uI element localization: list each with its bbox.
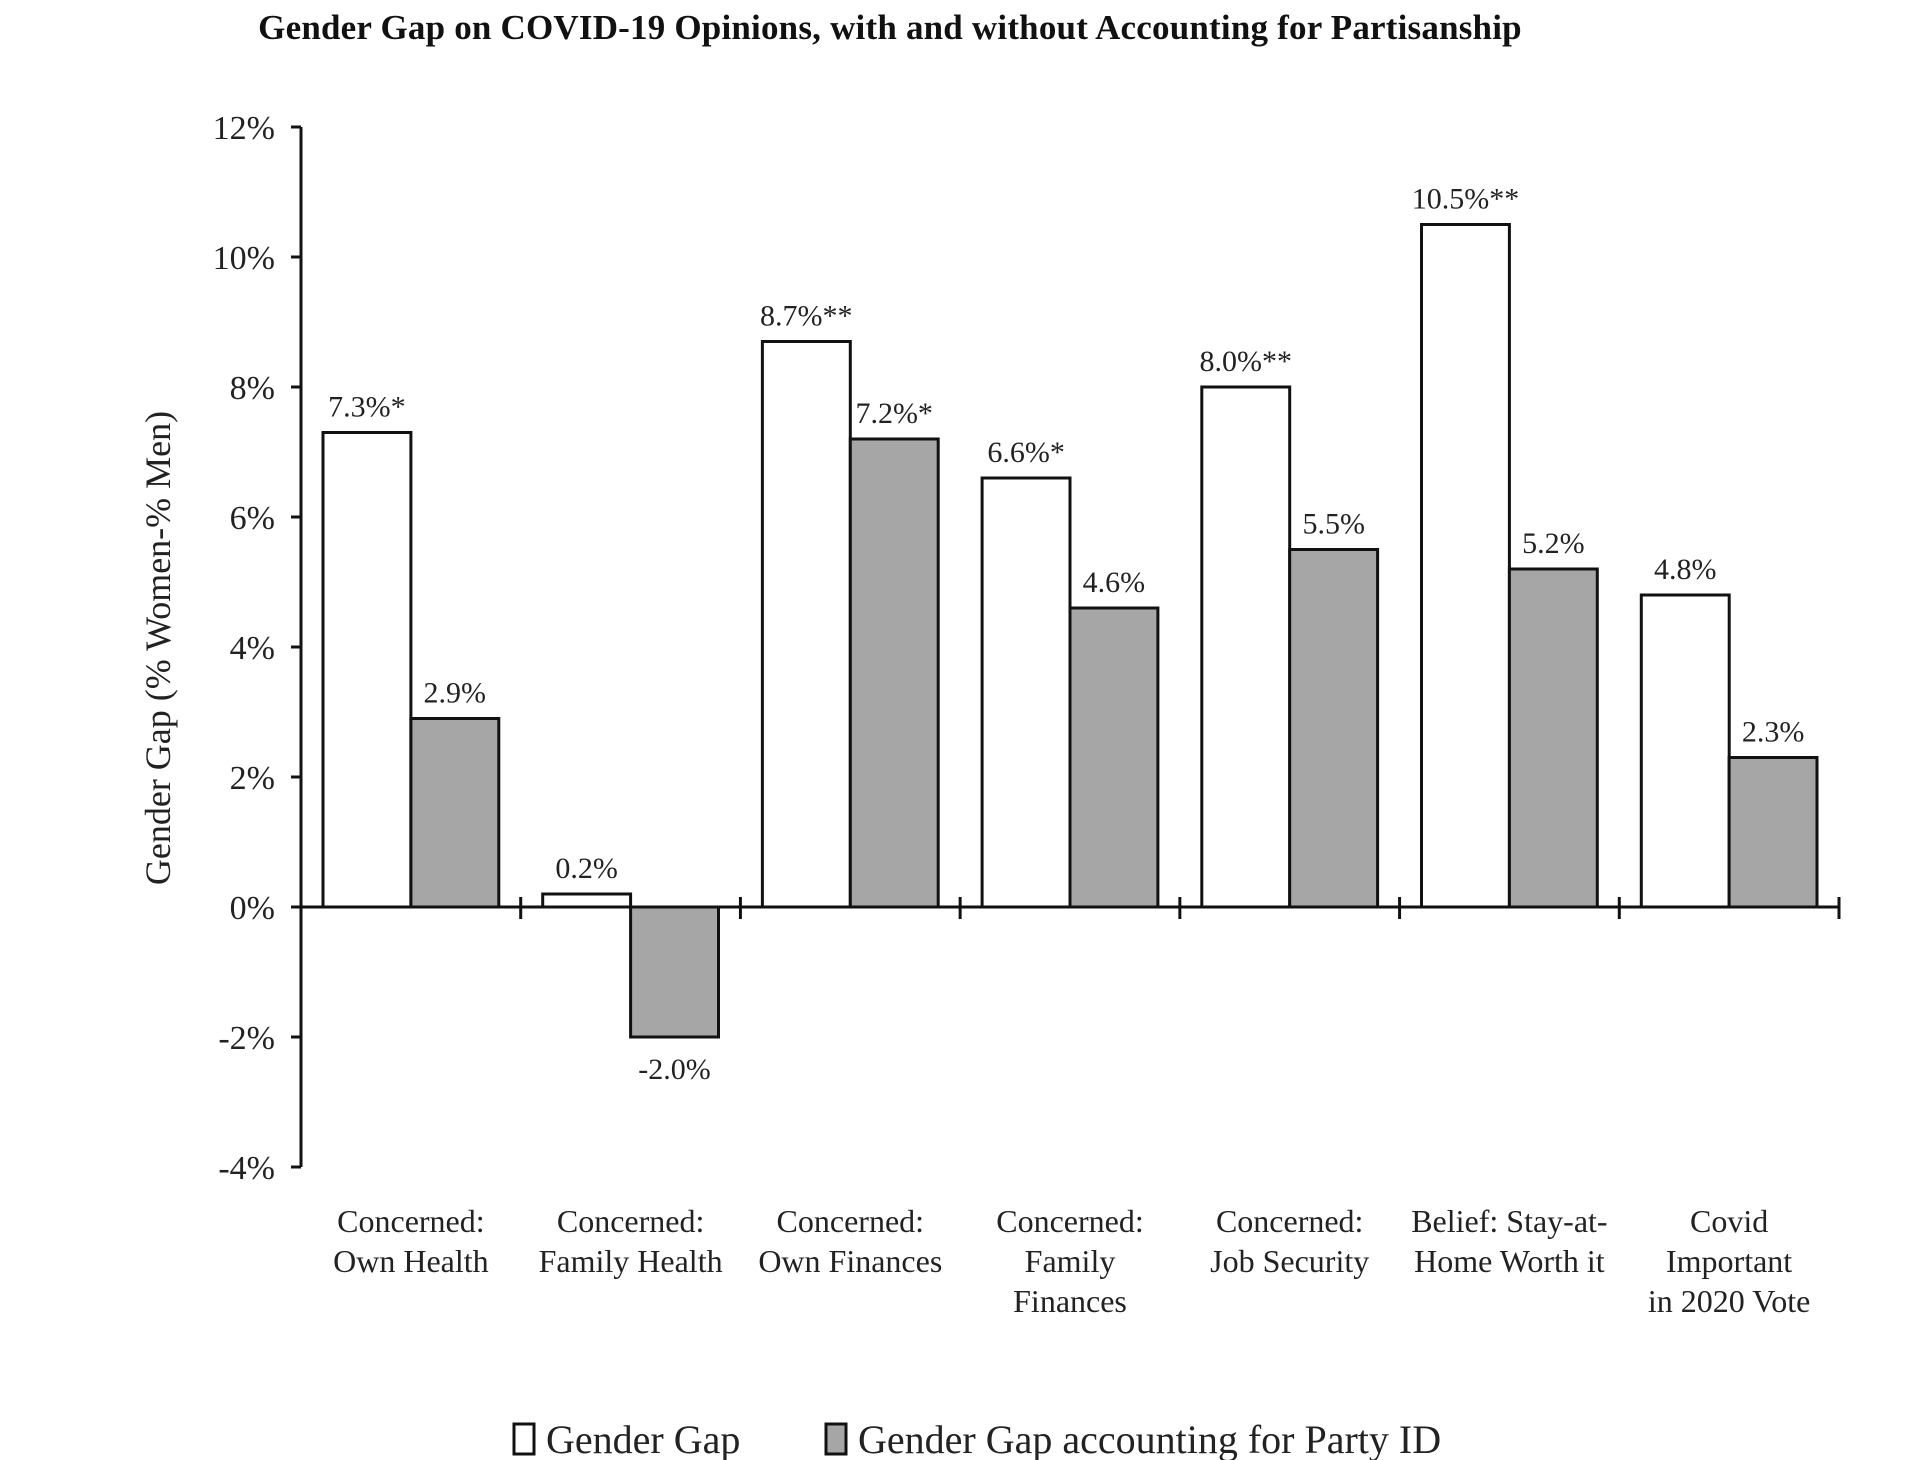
bar-gender-gap bbox=[760, 340, 852, 909]
bar-gender-gap bbox=[1420, 223, 1511, 909]
x-category-label-line: Important bbox=[1666, 1243, 1792, 1279]
data-label: 2.3% bbox=[1742, 716, 1805, 749]
chart-title: Gender Gap on COVID-19 Opinions, with an… bbox=[258, 8, 1522, 47]
data-label: 4.8% bbox=[1654, 553, 1717, 586]
bar-gender-gap-party-id bbox=[1288, 548, 1380, 909]
x-category-label-line: Concerned: bbox=[557, 1203, 705, 1239]
bar-gender-gap-party-id bbox=[1068, 606, 1160, 909]
bar-gender-gap bbox=[980, 476, 1072, 909]
data-label: 5.5% bbox=[1302, 508, 1365, 541]
x-category-label-line: Family bbox=[1025, 1243, 1116, 1279]
x-category-label-line: Finances bbox=[1013, 1283, 1127, 1319]
data-label: 10.5%** bbox=[1412, 183, 1520, 216]
x-category-label: Belief: Stay-at- Home Worth it bbox=[1411, 1203, 1607, 1279]
data-label: 7.3%* bbox=[328, 391, 406, 424]
bar-gender-gap bbox=[1200, 385, 1292, 909]
y-tick-label: 6% bbox=[230, 500, 275, 537]
bar-gender-gap-party-id bbox=[1507, 567, 1599, 909]
x-category-label-line: Concerned: bbox=[777, 1203, 925, 1239]
x-category-label-line: Covid bbox=[1690, 1203, 1768, 1239]
y-tick-label: 2% bbox=[230, 760, 275, 797]
data-label: 0.2% bbox=[555, 852, 618, 885]
labels-layer: 7.3%* 0.2% 8.7%** 6.6%* 8.0%** 10.5%** 4.8% 2.9… bbox=[213, 110, 1811, 1319]
data-label: -2.0% bbox=[638, 1053, 710, 1086]
x-category-label-line: Home Worth it bbox=[1414, 1243, 1605, 1279]
data-label: 6.6%* bbox=[987, 436, 1065, 469]
data-label: 2.9% bbox=[424, 677, 487, 710]
data-label: 5.2% bbox=[1522, 527, 1585, 560]
x-category-label-line: Concerned: bbox=[337, 1203, 485, 1239]
x-category-label: Concerned: Own Finances bbox=[758, 1203, 942, 1279]
legend-label-party-id: Gender Gap accounting for Party ID bbox=[858, 1417, 1441, 1460]
y-tick-label: -2% bbox=[218, 1020, 275, 1057]
bar-gender-gap-party-id bbox=[409, 717, 501, 909]
y-tick-label: 8% bbox=[230, 370, 275, 407]
y-tick-label: 0% bbox=[230, 890, 275, 927]
legend-swatch-gender-gap bbox=[512, 1422, 536, 1456]
x-category-label-line: Concerned: bbox=[1216, 1203, 1364, 1239]
bar-gender-gap-party-id bbox=[848, 437, 940, 909]
data-label: 8.0%** bbox=[1200, 345, 1293, 378]
bars-layer bbox=[321, 223, 1819, 1039]
data-label: 4.6% bbox=[1083, 566, 1146, 599]
y-tick-label: 12% bbox=[213, 110, 275, 147]
axes-layer bbox=[291, 125, 1841, 1169]
bar-gender-gap-party-id bbox=[629, 905, 720, 1039]
bar-gender-gap bbox=[321, 431, 413, 909]
x-category-label-line: Own Health bbox=[333, 1243, 489, 1279]
y-tick-label: 10% bbox=[213, 240, 275, 277]
bar-gender-gap bbox=[541, 892, 633, 909]
x-category-label-line: Family Health bbox=[539, 1243, 723, 1279]
y-axis-title: Gender Gap (% Women-% Men) bbox=[138, 411, 178, 885]
x-category-label-line: Own Finances bbox=[758, 1243, 942, 1279]
y-tick-label: 4% bbox=[230, 630, 275, 667]
x-category-label-line: Concerned: bbox=[996, 1203, 1144, 1239]
y-tick-label: -4% bbox=[218, 1150, 275, 1187]
legend-label-gender-gap: Gender Gap bbox=[546, 1417, 740, 1460]
x-category-label-line: Job Security bbox=[1210, 1243, 1369, 1279]
x-category-label: Concerned: Own Health bbox=[333, 1203, 489, 1279]
data-label: 8.7%** bbox=[760, 300, 853, 333]
bar-gender-gap bbox=[1639, 593, 1731, 909]
bar-gender-gap-party-id bbox=[1727, 756, 1819, 909]
x-category-label-line: Belief: Stay-at- bbox=[1411, 1203, 1607, 1239]
x-category-label: Concerned: Job Security bbox=[1210, 1203, 1369, 1279]
legend-swatch-party-id bbox=[824, 1422, 848, 1456]
x-category-label: Concerned: Family Finances bbox=[996, 1203, 1144, 1319]
x-category-label: Covid Important in 2020 Vote bbox=[1648, 1203, 1810, 1319]
x-category-label-line: in 2020 Vote bbox=[1648, 1283, 1810, 1319]
data-label: 7.2%* bbox=[855, 397, 933, 430]
x-category-label: Concerned: Family Health bbox=[539, 1203, 723, 1279]
legend: Gender Gap Gender Gap accounting for Par… bbox=[512, 1417, 1441, 1460]
